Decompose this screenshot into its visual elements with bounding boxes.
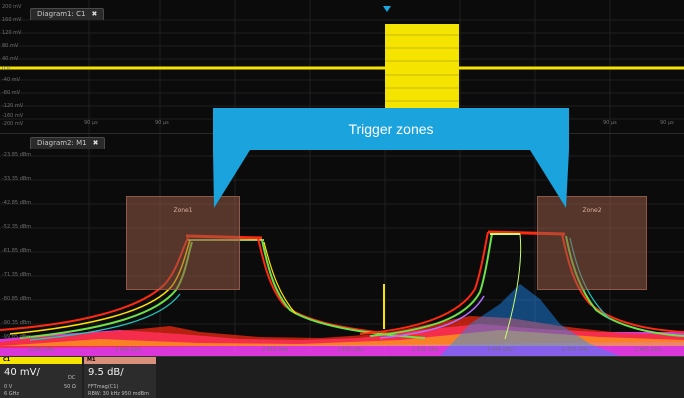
y-tick-label: 80 mV: [2, 43, 18, 49]
channel-m1-badge[interactable]: M1 9.5 dB/ FFTmag(C1) RBW: 30 kHz 950 md…: [84, 357, 156, 398]
trigger-zone-1[interactable]: Zone1: [126, 196, 240, 290]
channel-c1-impedance: 50 Ω: [64, 384, 76, 390]
x-tick-label: 2.405 GHz: [115, 347, 141, 353]
channel-c1-coupling: DC: [68, 375, 75, 381]
y-tick-label: -99.85 dBm: [2, 334, 31, 340]
x-tick-label: 90 µs: [603, 120, 617, 126]
x-tick-label: 2.455 GHz: [562, 347, 588, 353]
y-tick-label: -160 mV: [2, 113, 23, 119]
y-tick-label: 160 mV: [2, 17, 21, 23]
channel-m1-source: FFTmag(C1): [88, 384, 118, 390]
y-tick-label: -200 mV: [2, 121, 23, 127]
zone-1-label: Zone1: [127, 207, 239, 214]
diagram2-close-icon[interactable]: ✖: [93, 139, 99, 147]
diagram1-close-icon[interactable]: ✖: [91, 10, 97, 18]
diagram1-tab[interactable]: Diagram1: C1 ✖: [30, 8, 104, 20]
y-tick-label: -90.35 dBm: [2, 320, 31, 326]
signal-bar: C1 40 mV/ DC 0 V 50 Ω 6 GHz M1 9.5 dB/ F…: [0, 356, 684, 398]
y-tick-label: -23.85 dBm: [2, 152, 31, 158]
y-tick-label: -71.35 dBm: [2, 272, 31, 278]
channel-c1-id: C1: [0, 357, 82, 364]
zone-2-label: Zone2: [538, 207, 646, 214]
x-tick-label: 2.415 GHz: [262, 347, 288, 353]
channel-c1-scale: 40 mV/: [4, 367, 40, 378]
x-tick-label: 2.425 GHz: [337, 347, 363, 353]
y-tick-label: -42.85 dBm: [2, 200, 31, 206]
y-tick-label: -40 mV: [2, 77, 20, 83]
diagram2-tab[interactable]: Diagram2: M1 ✖: [30, 137, 105, 149]
y-tick-label: -61.85 dBm: [2, 248, 31, 254]
diagram2-tab-label: Diagram2: M1: [37, 139, 87, 147]
channel-m1-id: M1: [84, 357, 156, 364]
x-tick-label: 90 µs: [660, 120, 674, 126]
x-tick-label: 2.445 GHz: [487, 347, 513, 353]
diagram1-tab-label: Diagram1: C1: [37, 10, 85, 18]
channel-m1-rbw: RBW: 30 kHz 950 mdBm: [88, 391, 149, 397]
channel-c1-bandwidth: 6 GHz: [4, 391, 19, 397]
x-tick-label: 2.435 GHz: [412, 347, 438, 353]
y-tick-label: -33.35 dBm: [2, 176, 31, 182]
channel-m1-scale: 9.5 dB/: [88, 367, 124, 378]
y-tick-label: -120 mV: [2, 103, 23, 109]
y-tick-label: -52.35 dBm: [2, 224, 31, 230]
channel-c1-badge[interactable]: C1 40 mV/ DC 0 V 50 Ω 6 GHz: [0, 357, 82, 398]
y-tick-label: -80.85 dBm: [2, 296, 31, 302]
trigger-zone-2[interactable]: Zone2: [537, 196, 647, 290]
trigger-position-marker[interactable]: [383, 6, 391, 12]
y-tick-label: 200 mV: [2, 4, 21, 10]
channel-c1-offset: 0 V: [4, 384, 12, 390]
y-tick-label: 120 mV: [2, 30, 21, 36]
diagram2-panel[interactable]: Zone1 Zone2 Diagram2: M1 ✖ -23.85 dBm -33…: [0, 134, 684, 356]
y-tick-label: 0 V: [2, 66, 10, 72]
y-tick-label: -80 mV: [2, 90, 20, 96]
x-tick-label: 2.465 GHz: [635, 347, 661, 353]
x-tick-label: 90 µs: [155, 120, 169, 126]
x-tick-label: 90 µs: [84, 120, 98, 126]
y-tick-label: 40 mV: [2, 56, 18, 62]
callout-label: Trigger zones: [213, 108, 569, 150]
x-tick-label: 2.395 GHz: [28, 347, 54, 353]
